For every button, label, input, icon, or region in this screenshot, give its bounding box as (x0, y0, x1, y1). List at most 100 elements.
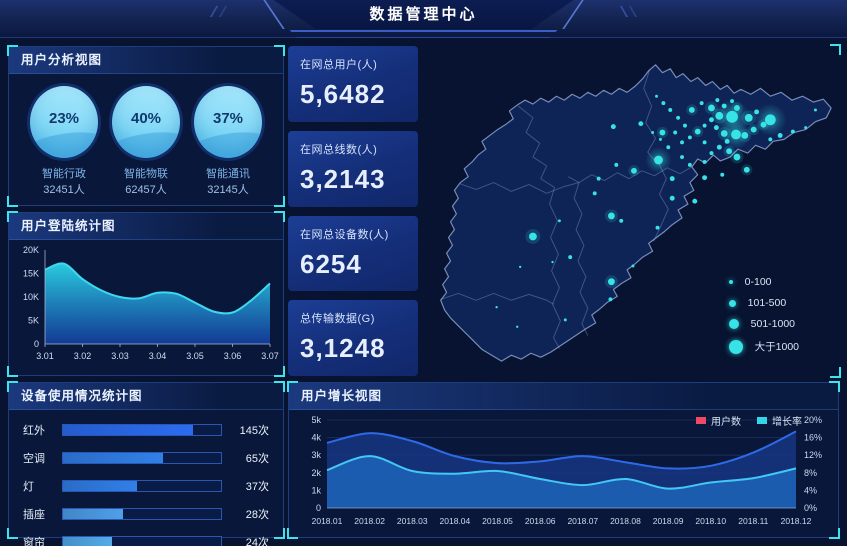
device-bar-row: 插座 28次 (23, 506, 269, 522)
y-tick-label: 5K (28, 316, 39, 326)
x-tick-label: 3.02 (74, 351, 92, 361)
bar-fill (63, 481, 138, 491)
map-dot (607, 212, 615, 220)
map-dot (688, 107, 695, 113)
bar-value: 65次 (245, 453, 269, 465)
circle-count: 62457人 (125, 184, 167, 196)
x-tick-label: 3.01 (36, 351, 54, 361)
bar-fill (63, 425, 193, 435)
circle-chart-item: 40% 智能物联 62457人 (107, 86, 185, 197)
map-dot (638, 121, 644, 127)
device-bar-row: 红外 145次 (23, 422, 269, 438)
panel-login-stats: 用户登陆统计图 0 5K 10K 15K 20K 3.01 3.02 3.03 3.04 3.05… (7, 211, 285, 377)
map-legend-row: 501-1000 (728, 318, 799, 330)
map-dot (631, 167, 637, 174)
corner-accent (7, 45, 18, 56)
map-dot (702, 159, 707, 164)
map-district-border (643, 69, 658, 165)
x-tick-label: 2018.12 (781, 516, 812, 526)
stat-card: 在网总线数(人) 3,2143 (288, 130, 418, 207)
x-tick-label: 2018.01 (312, 516, 343, 526)
panel-region-map: 0-100 101-500 501-1000 大于1000 (425, 44, 841, 378)
right-tick-label: 16% (804, 433, 822, 443)
map-dot (716, 144, 722, 150)
map-legend-label: 501-1000 (750, 318, 796, 330)
growth-line-增长率 (326, 455, 797, 490)
map-dot (596, 176, 601, 181)
map-dot (713, 125, 719, 131)
map-district-border (517, 105, 555, 188)
corner-accent (7, 196, 18, 207)
map-dot (724, 138, 730, 144)
map-dot (741, 132, 749, 139)
map-dot (726, 110, 738, 123)
bar-label: 窗帘 (23, 537, 45, 546)
corner-accent (7, 528, 18, 539)
x-tick-label: 3.04 (149, 351, 167, 361)
right-tick-label: 4% (804, 485, 817, 495)
legend-item[interactable]: 增长率 (757, 413, 802, 428)
liquid-ball: 23% (30, 86, 98, 158)
login-area (45, 263, 270, 344)
legend-item[interactable]: 用户数 (696, 413, 741, 428)
map-dot (709, 117, 714, 123)
legend-swatch (757, 417, 767, 424)
corner-accent (274, 366, 285, 377)
x-tick-label: 2018.07 (567, 516, 598, 526)
panel-title-device-usage: 设备使用情况统计图 (9, 383, 283, 410)
bar-track (62, 536, 222, 546)
map-dot (790, 129, 795, 134)
bar-track (62, 452, 222, 464)
header: 数据管理中心 (0, 0, 847, 38)
page-title: 数据管理中心 (369, 6, 478, 23)
x-tick-label: 2018.04 (440, 516, 471, 526)
right-tick-label: 8% (804, 468, 817, 478)
map-dot (676, 115, 681, 120)
map-dot (608, 297, 613, 302)
x-tick-label: 2018.05 (482, 516, 513, 526)
stat-label: 在网总设备数(人) (300, 228, 389, 241)
map-dot (708, 104, 715, 112)
map-legend-label: 大于1000 (754, 341, 799, 353)
map-legend-dot (728, 339, 743, 354)
map-district-border (549, 187, 561, 349)
legend-swatch (696, 417, 706, 424)
left-tick-label: 5k (311, 415, 321, 425)
panel-device-usage: 设备使用情况统计图 红外 145次 空调 65次灯 37次 插座 28次 窗帘 24次 (7, 381, 285, 546)
map-legend-row: 大于1000 (728, 339, 799, 354)
map-dot (518, 265, 522, 269)
stat-label: 在网总线数(人) (300, 143, 378, 156)
bar-value: 37次 (245, 481, 269, 493)
map-dot (610, 124, 616, 130)
circle-count: 32451人 (43, 184, 85, 196)
circle-label: 智能物联 (124, 168, 168, 180)
corner-accent (7, 211, 18, 222)
bar-value: 24次 (245, 537, 269, 546)
panel-user-analysis: 用户分析视图 23% 智能行政 32451人 40% 智能物联 62457人 37% 智能通讯… (7, 45, 285, 207)
map-dot (768, 137, 773, 142)
map-dot (715, 98, 720, 103)
map-dot (760, 121, 767, 128)
map-dot (495, 305, 498, 309)
login-area-chart: 0 5K 10K 15K 20K 3.01 3.02 3.03 3.04 3.05 3.06 3.07 (23, 245, 279, 361)
map-dot (744, 113, 753, 122)
header-underline-decoration (289, 30, 558, 38)
stat-value: 3,1248 (300, 333, 386, 364)
x-tick-label: 3.03 (111, 351, 129, 361)
bar-value: 145次 (239, 425, 269, 437)
map-dot (607, 278, 615, 286)
panel-title-user-analysis: 用户分析视图 (9, 47, 283, 74)
device-usage-bars: 红外 145次 空调 65次灯 37次 插座 28次 窗帘 24次 (9, 422, 283, 546)
left-tick-label: 2k (311, 468, 321, 478)
liquid-ball: 37% (194, 86, 262, 158)
map-dot (720, 172, 725, 177)
map-district-border (653, 162, 669, 242)
stat-value: 6254 (300, 248, 362, 279)
map-dot (592, 191, 597, 196)
circle-label: 智能通讯 (206, 168, 250, 180)
region-map (440, 64, 832, 362)
bar-track (62, 424, 222, 436)
map-dot (614, 162, 619, 167)
corner-accent (287, 528, 298, 539)
corner-accent (829, 381, 840, 392)
